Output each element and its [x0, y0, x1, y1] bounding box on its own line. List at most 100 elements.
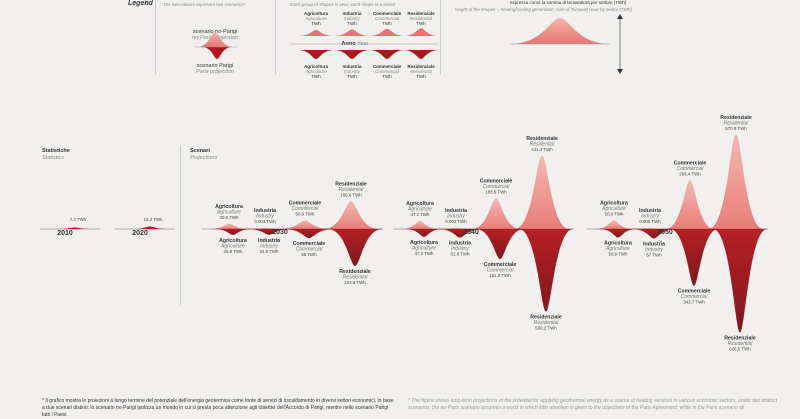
paris-sector-2030-2: Commerciale	[293, 241, 326, 247]
paris-value-2040-0: 47.2 TWh	[415, 251, 435, 256]
legend-scenarios-note: The two colours represent two scenarios*	[163, 2, 246, 7]
no-paris-shape-2030-agriculture	[210, 223, 248, 230]
legend-group-down-0	[298, 50, 334, 59]
paris-sector-2030-1: Industria	[258, 238, 280, 244]
legend-height-note-it: espressa come la somma di terawattora pe…	[510, 0, 627, 5]
paris-sector-en-2050-1: Industry	[645, 247, 663, 253]
hist-shape-2020	[132, 226, 168, 229]
legend-sector-2-bottom: Industria Industry TWh	[342, 64, 362, 80]
no-paris-sector-en-2040-0: Agriculture	[407, 207, 432, 213]
legend-group-up-0	[298, 30, 334, 36]
legend-arrow-up-icon	[617, 14, 623, 19]
no-paris-sector-2040-1: Industria	[445, 208, 467, 214]
stats-proj-divider	[180, 145, 181, 305]
no-paris-value-2050-2: 293.4 TWh	[679, 172, 701, 177]
paris-sector-en-2040-2: Commercial	[487, 267, 515, 273]
paris-shape-2050-commercial	[669, 228, 719, 286]
no-paris-value-2040-1: 0.003 TWh	[445, 219, 467, 224]
hist-shape-2010	[57, 227, 93, 229]
paris-sector-2050-0: Agricoltura	[604, 240, 632, 246]
paris-sector-en-2040-3: Residential	[534, 320, 560, 326]
year-label-2020: 2020	[132, 230, 148, 237]
paris-sector-2030-3: Residenziale	[339, 269, 371, 275]
legend-group-up-3	[403, 28, 439, 36]
legend-paris: scenario Parigi Paris projection	[196, 63, 234, 76]
no-paris-shape-2050-residential	[708, 134, 764, 230]
paris-shape-2040-agriculture	[405, 228, 443, 237]
no-paris-shape-2040-commercial	[471, 198, 521, 230]
paris-value-2050-0: 50.9 TWh	[609, 251, 629, 256]
legend-group-down-3	[403, 50, 439, 59]
no-paris-value-2040-0: 47.2 TWh	[411, 212, 431, 217]
legend-divider-2	[275, 0, 276, 75]
no-paris-sector-2050-3: Residenziale	[720, 115, 752, 121]
no-paris-sector-en-2030-3: Residential	[339, 187, 365, 193]
no-paris-sector-en-2050-1: Industry	[641, 214, 659, 220]
legend-sector-3-bottom: Commerciale Commercial TWh	[372, 64, 402, 80]
no-paris-sector-en-2030-0: Agriculture	[216, 209, 241, 215]
paris-value-2050-3: 626.5 TWh	[729, 346, 751, 351]
legend-sector-3-top: Commerciale Commercial TWh	[372, 11, 402, 27]
no-paris-value-2030-0: 30.9 TWh	[220, 215, 240, 220]
paris-sector-en-2030-2: Commercial	[296, 247, 324, 253]
paris-sector-2040-3: Residenziale	[530, 315, 562, 321]
paris-sector-en-2030-3: Residential	[343, 274, 369, 280]
no-paris-sector-en-2050-2: Commercial	[677, 166, 705, 172]
no-paris-value-2030-3: 165.6 TWh	[340, 193, 362, 198]
paris-sector-2050-2: Commerciale	[678, 289, 711, 295]
no-paris-sector-en-2050-3: Residential	[724, 120, 750, 126]
legend-height-note-en: height of the shapes = heating/cooling g…	[455, 7, 633, 12]
paris-value-2050-2: 343.7 TWh	[683, 300, 705, 305]
no-paris-value-2040-2: 183.6 TWh	[485, 190, 507, 195]
footnote-english: * The figure shows long-term projections…	[408, 398, 778, 411]
no-paris-sector-2040-3: Residenziale	[526, 136, 558, 142]
no-paris-sector-2050-0: Agricoltura	[600, 201, 628, 207]
legend-sector-4-bottom: Residenziale Residential TWh	[407, 64, 435, 80]
paris-sector-2040-2: Commerciale	[484, 262, 517, 268]
no-paris-value-2050-1: 0.009 TWh	[639, 219, 661, 224]
no-paris-sector-2030-3: Residenziale	[335, 182, 367, 188]
year-label-2010: 2010	[57, 230, 73, 237]
no-paris-value-2030-2: 50.9 TWh	[296, 212, 316, 217]
no-paris-value-2050-3: 570.9 TWh	[725, 126, 747, 131]
paris-sector-en-2030-0: Agriculture	[220, 243, 245, 249]
paris-sector-en-2050-2: Commercial	[681, 294, 709, 300]
paris-sector-en-2030-1: Industry	[260, 243, 278, 249]
legend-sector-1-bottom: Agricoltura Agriculture TWh	[303, 64, 328, 80]
legend-arrow-down-icon	[617, 69, 623, 74]
paris-value-2050-1: 57 TWh	[646, 252, 662, 257]
paris-sector-en-2050-3: Residential	[728, 341, 754, 347]
paris-shape-2030-agriculture	[214, 228, 252, 236]
no-paris-shape-2040-residential	[514, 156, 570, 230]
legend-sector-1-top: Agricoltura Agriculture TWh	[303, 11, 328, 27]
no-paris-sector-en-2030-1: Industry	[256, 214, 274, 220]
legend-group-up-2	[369, 28, 405, 36]
paris-sector-2040-0: Agricoltura	[410, 240, 438, 246]
no-paris-shape-2040-agriculture	[401, 221, 439, 230]
no-paris-sector-2040-0: Agricoltura	[406, 201, 434, 207]
legend-divider-3	[440, 0, 441, 75]
paris-shape-2040-industry	[438, 228, 482, 238]
legend-paris-shape	[202, 47, 232, 59]
hist-value-2020: 15.3 TWh	[144, 217, 164, 222]
paris-sector-2030-0: Agricoltura	[219, 238, 247, 244]
no-paris-value-2030-1: 0.003 TWh	[254, 219, 276, 224]
paris-shape-2050-residential	[712, 228, 768, 333]
paris-shape-2030-industry	[247, 228, 291, 235]
year-label-2050: 2050	[657, 229, 673, 236]
legend-divider-1	[155, 0, 156, 75]
paris-value-2040-1: 51.8 TWh	[451, 252, 471, 257]
paris-value-2030-2: 55 TWh	[301, 252, 317, 257]
paris-sector-2040-1: Industria	[449, 241, 471, 247]
legend-sector-4-top: Residenziale Residential TWh	[407, 11, 435, 27]
legend-title: Legend	[128, 0, 153, 7]
paris-sector-2050-1: Industria	[643, 241, 665, 247]
no-paris-sector-en-2040-1: Industry	[447, 214, 465, 220]
paris-sector-2050-3: Residenziale	[724, 335, 756, 341]
no-paris-sector-2050-1: Industria	[639, 208, 661, 214]
no-paris-sector-en-2030-2: Commercial	[292, 206, 320, 212]
no-paris-shape-2050-agriculture	[595, 220, 633, 230]
paris-shape-2030-commercial	[284, 228, 334, 239]
paris-value-2040-3: 500.2 TWh	[535, 326, 557, 331]
